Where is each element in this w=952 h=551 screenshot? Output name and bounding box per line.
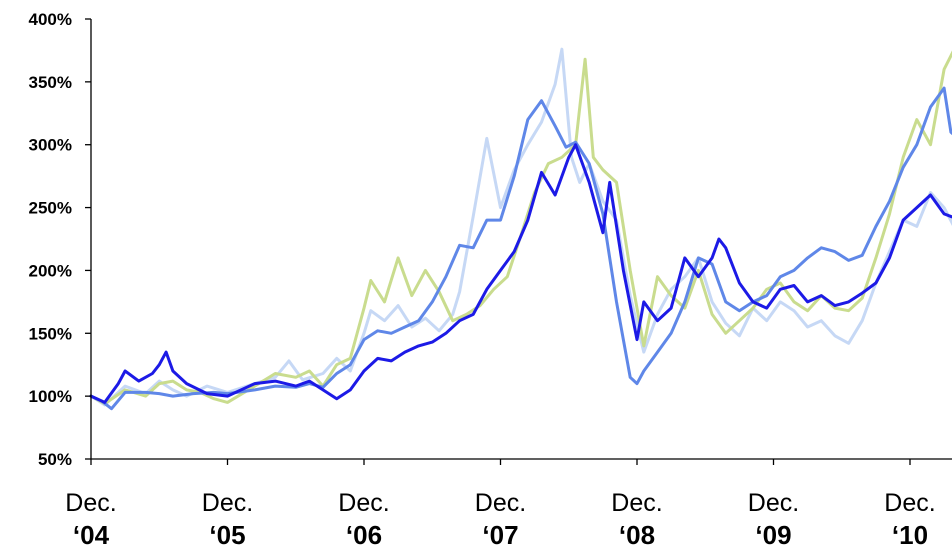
- x-tick-label-month: Dec.: [202, 489, 253, 517]
- x-tick-label-month: Dec.: [65, 489, 116, 517]
- series-line-4: [89, 143, 952, 404]
- x-tick-label-year: ‘06: [346, 520, 382, 550]
- y-tick-label: 400%: [29, 10, 72, 29]
- y-tick-label: 300%: [29, 136, 72, 155]
- y-tick-label: 50%: [38, 450, 72, 469]
- x-tick-label-year: ‘08: [619, 520, 655, 550]
- x-tick-label-year: ‘05: [209, 520, 245, 550]
- y-tick-label: 250%: [29, 199, 72, 218]
- x-tick-label-month: Dec.: [338, 489, 389, 517]
- y-tick-label: 150%: [29, 324, 72, 343]
- x-tick-layer: Dec. ‘04 Dec. ‘05 Dec. ‘06 Dec. ‘07 Dec. ‘08 Dec. ‘…: [65, 459, 936, 550]
- series-layer: [89, 47, 952, 411]
- series-line-2: [89, 50, 952, 406]
- y-tick-label: 100%: [29, 387, 72, 406]
- x-tick-label-year: ‘10: [892, 520, 928, 550]
- y-tick-layer: 50% 100% 150% 200% 250% 300% 350% 400%: [29, 10, 91, 469]
- series-line-3: [89, 86, 952, 411]
- x-tick-label-year: ‘07: [482, 520, 518, 550]
- y-tick-label: 200%: [29, 261, 72, 280]
- x-tick-label-month: Dec.: [748, 489, 799, 517]
- series-line-1: [89, 47, 952, 407]
- x-tick-label-month: Dec.: [475, 489, 526, 517]
- axes-layer: [90, 19, 952, 460]
- x-tick-label-month: Dec.: [611, 489, 662, 517]
- x-tick-label-year: ‘04: [73, 520, 110, 550]
- x-tick-label-month: Dec.: [884, 489, 935, 517]
- y-tick-label: 350%: [29, 73, 72, 92]
- x-tick-label-year: ‘09: [755, 520, 791, 550]
